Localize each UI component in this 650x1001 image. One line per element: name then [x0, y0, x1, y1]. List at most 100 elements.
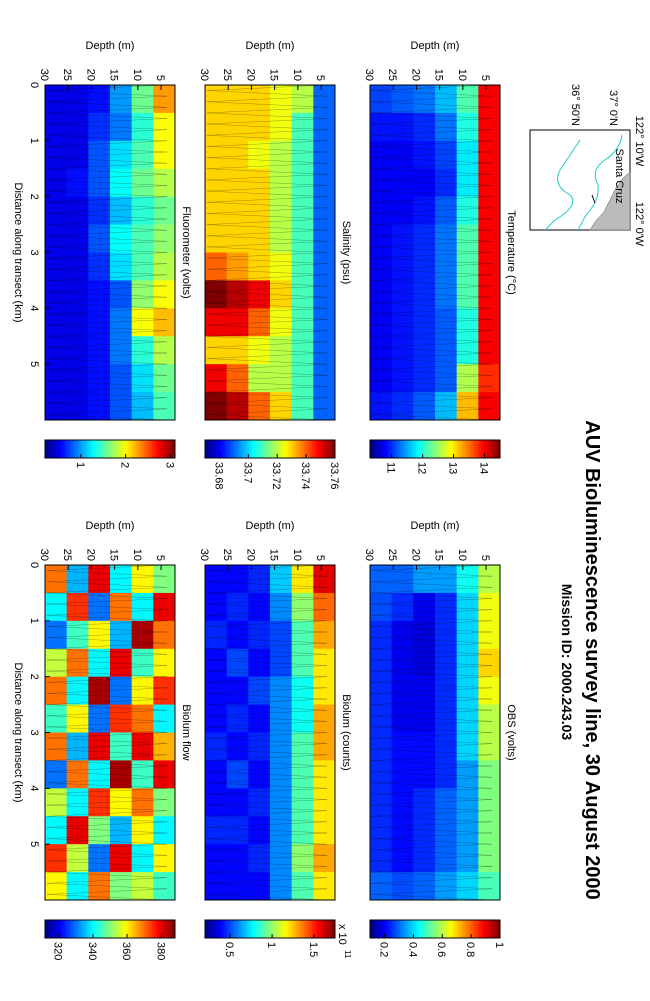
heatmap-cell [456, 565, 479, 594]
colorbar-swatch [127, 920, 131, 938]
colorbar-swatch [281, 440, 285, 458]
heatmap-cell [131, 112, 154, 142]
colorbar-swatch [232, 440, 236, 458]
heatmap-cell [456, 872, 479, 901]
heatmap-cell [44, 844, 67, 873]
heatmap-cell [152, 704, 175, 733]
heatmap-cell [204, 224, 227, 253]
colorbar-tick-label: 13 [447, 462, 459, 474]
figure-subtitle: Mission ID: 2000.243.03 [559, 584, 575, 741]
heatmap-cell [434, 704, 457, 733]
heatmap-cell [269, 872, 292, 901]
colorbar-swatch [253, 440, 256, 458]
colorbar-swatch [397, 920, 401, 938]
heatmap-cell [456, 788, 479, 817]
colorbar-swatch [452, 920, 456, 938]
colorbar-swatch [469, 440, 472, 458]
heatmap-cell [109, 565, 132, 594]
colorbar-swatch [410, 440, 413, 458]
heatmap-cell [44, 592, 67, 622]
colorbar-swatch [487, 440, 490, 458]
colorbar-swatch [495, 440, 498, 458]
colorbar-swatch [265, 920, 268, 938]
colorbar-swatch [168, 920, 171, 938]
heatmap-cell [87, 704, 110, 733]
colorbar-swatch [93, 440, 96, 458]
colorbar-swatch [119, 440, 123, 458]
heatmap-cell [434, 85, 457, 114]
colorbar-swatch [289, 920, 293, 938]
x-tick-label: 0 [28, 82, 40, 88]
colorbar-swatch [456, 440, 460, 458]
heatmap-cell [87, 760, 110, 789]
heatmap-cell [456, 844, 479, 873]
colorbar-swatch [62, 440, 66, 458]
heatmap-cell [44, 392, 67, 421]
heatmap-cell [456, 592, 479, 622]
contour [544, 139, 581, 231]
heatmap-cell [456, 648, 479, 678]
heatmap-cell [109, 676, 132, 706]
colorbar-swatch [279, 440, 283, 458]
heatmap-cell [434, 308, 457, 337]
heatmap-cell [269, 196, 292, 226]
heatmap-cell [291, 308, 314, 337]
heatmap-cell [412, 336, 435, 365]
heatmap-cell [369, 648, 392, 678]
panel-title: Temperature (°C) [505, 210, 517, 294]
heatmap-cell [204, 620, 227, 650]
colorbar-swatch [85, 440, 88, 458]
colorbar-swatch [458, 920, 462, 938]
heatmap-cell [291, 676, 314, 706]
heatmap-cell [312, 252, 335, 281]
colorbar-swatch [257, 920, 260, 938]
heatmap-cell [291, 648, 314, 678]
heatmap-cell [312, 760, 335, 789]
colorbar-swatch [170, 440, 173, 458]
colorbar-swatch [428, 920, 431, 938]
heatmap-cell [247, 816, 270, 845]
heatmap-cell [412, 112, 435, 142]
heatmap-cell [131, 336, 154, 365]
heatmap-cell [44, 280, 67, 309]
colorbar-swatch [467, 920, 470, 938]
x-tick-label: 4 [28, 785, 40, 791]
colorbar-swatch [332, 440, 335, 458]
rotated-figure: AUV Bioluminescence survey line, 30 Augu… [12, 40, 645, 960]
colorbar-swatch [160, 920, 163, 938]
colorbar-swatch [406, 440, 409, 458]
heatmap-cell [369, 732, 392, 761]
colorbar-swatch [95, 440, 98, 458]
colorbar-swatch [322, 920, 325, 938]
x-tick-label: 2 [28, 674, 40, 680]
heatmap-cell [204, 252, 227, 281]
heatmap-cell [87, 280, 110, 309]
heatmap-cell [291, 140, 314, 170]
colorbar-swatch [460, 920, 464, 938]
colorbar-swatch [218, 440, 222, 458]
colorbar-swatch [226, 920, 230, 938]
colorbar-swatch [54, 920, 58, 938]
colorbar-swatch [391, 920, 395, 938]
colorbar-frame [44, 439, 176, 459]
heatmap-cell [369, 364, 392, 393]
heatmap-cell [434, 252, 457, 281]
colorbar-swatch [393, 440, 397, 458]
colorbar-swatch [46, 440, 50, 458]
colorbar-swatch [304, 440, 307, 458]
colorbar-swatch [133, 440, 137, 458]
colorbar-swatch [125, 920, 129, 938]
colorbar-swatch [70, 440, 74, 458]
colorbar-swatch [438, 920, 442, 938]
colorbar-swatch [210, 440, 214, 458]
colorbar-swatch [146, 920, 149, 938]
colorbar-swatch [432, 440, 435, 458]
colorbar-swatch [467, 440, 470, 458]
colorbar-frame [204, 439, 336, 459]
colorbar-swatch [295, 920, 299, 938]
colorbar-swatch [418, 440, 421, 458]
colorbar-swatch [332, 920, 335, 938]
colorbar-swatch [387, 440, 391, 458]
heatmap-cell [44, 168, 67, 198]
colorbar-swatch [56, 920, 60, 938]
